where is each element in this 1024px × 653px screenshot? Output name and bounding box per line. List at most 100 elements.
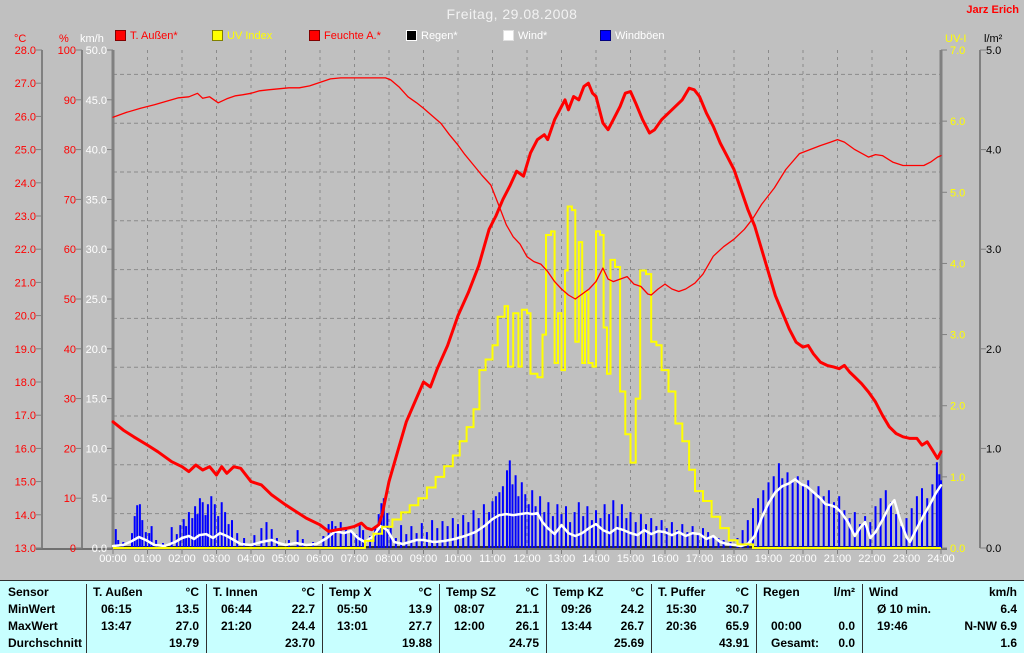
percent-tick-label: 20	[64, 443, 76, 455]
sensor-unit: °C	[735, 585, 749, 599]
table-cell-temp-kz-max: 13:44 26.7	[547, 618, 651, 635]
value-time: 12:00	[454, 619, 485, 633]
value-time: Ø 10 min.	[877, 602, 932, 616]
table-cell-temp-sz-max: 12:00 26.1	[440, 618, 546, 635]
sensor-name: Regen	[763, 585, 800, 599]
lm2-tick-label: 0.0	[986, 543, 1001, 555]
row-label-maxwert: MaxWert	[8, 619, 58, 633]
legend-item-1: UV Index	[213, 29, 310, 42]
x-axis-label: 19:00	[754, 553, 783, 565]
sensor-name: T. Außen	[93, 585, 143, 599]
table-cell-t-innen-max: 21:20 24.4	[207, 618, 322, 635]
uv-tick-label: 1.0	[950, 472, 965, 484]
legend-swatch-icon	[116, 31, 125, 40]
celsius-tick-label: 28.0	[15, 45, 36, 57]
celsius-tick-label: 23.0	[15, 211, 36, 223]
celsius-tick-label: 16.0	[15, 443, 36, 455]
x-axis-label: 09:00	[409, 553, 438, 565]
value-number: 1.6	[1000, 636, 1017, 650]
sensor-name: Temp X	[329, 585, 372, 599]
legend-swatch-icon	[407, 31, 416, 40]
x-axis-label: 00:00	[99, 553, 127, 565]
sensor-name: Temp KZ	[553, 585, 604, 599]
value-time: 00:00	[771, 619, 802, 633]
sensor-name: Temp SZ	[446, 585, 496, 599]
value-number: 26.7	[620, 619, 644, 633]
sensor-unit: °C	[185, 585, 199, 599]
value-number: 21.1	[515, 602, 539, 616]
kmh-tick-label: 15.0	[86, 394, 107, 406]
x-axis-label: 05:00	[271, 553, 300, 565]
value-number: 27.7	[408, 619, 432, 633]
table-cell-t-au-en-min: 06:15 13.5	[87, 601, 206, 618]
x-axis-label: 03:00	[202, 553, 231, 565]
table-cell-t-innen-min: 06:44 22.7	[207, 601, 322, 618]
humidity-series	[112, 77, 942, 300]
table-col-temp-sz: Temp SZ °C 08:07 21.1 12:00 26.1 24.75	[440, 584, 547, 653]
temperature-series	[111, 81, 943, 533]
table-cell-regen-min	[757, 601, 862, 618]
lm2-tick-label: 3.0	[986, 244, 1001, 256]
x-axis-label: 08:00	[375, 553, 403, 565]
value-time: 13:44	[561, 619, 592, 633]
value-time: 06:15	[101, 602, 132, 616]
wind-series	[111, 478, 943, 548]
percent-tick-label: 90	[64, 95, 76, 107]
legend-item-0: T. Außen*	[116, 29, 213, 42]
value-time: 15:30	[666, 602, 697, 616]
percent-tick-label: 60	[64, 244, 76, 256]
celsius-tick-label: 20.0	[15, 311, 36, 323]
celsius-tick-label: 19.0	[15, 344, 36, 356]
unit-label-kmh: km/h	[80, 33, 104, 45]
celsius-tick-label: 13.0	[15, 543, 36, 555]
value-time: 08:07	[454, 602, 485, 616]
value-number: 22.7	[291, 602, 315, 616]
table-cell-temp-kz-avg: 25.69	[547, 635, 651, 652]
lm2-tick-label: 2.0	[986, 344, 1001, 356]
table-col-t-puffer: T. Puffer °C 15:30 30.7 20:36 65.9 43.91	[652, 584, 757, 653]
unit-label-uv: UV-I	[945, 33, 967, 45]
percent-tick-label: 80	[64, 145, 76, 157]
table-cell-t-puffer-head: T. Puffer °C	[652, 584, 756, 601]
x-axis-label: 10:00	[444, 553, 472, 565]
table-col-regen: Regen l/m² 00:00 0.0 Gesamt: 0.0	[757, 584, 863, 653]
percent-tick-label: 100	[58, 45, 76, 57]
legend-label: UV Index	[227, 29, 273, 42]
table-cell-temp-x-max: 13:01 27.7	[323, 618, 439, 635]
x-axis-label: 16:00	[651, 553, 679, 565]
kmh-tick-label: 50.0	[86, 45, 107, 57]
x-axis-label: 20:00	[789, 553, 817, 565]
lm2-tick-label: 1.0	[986, 443, 1001, 455]
kmh-tick-label: 0.0	[92, 543, 107, 555]
celsius-tick-label: 22.0	[15, 244, 36, 256]
legend-swatch-icon	[504, 31, 513, 40]
value-number: 24.4	[291, 619, 315, 633]
percent-tick-label: 10	[64, 493, 76, 505]
uv-tick-label: 4.0	[950, 258, 965, 270]
sensor-unit: km/h	[988, 585, 1017, 599]
celsius-tick-label: 15.0	[15, 477, 36, 489]
table-cell-t-au-en-head: T. Außen °C	[87, 584, 206, 601]
table-cell-t-au-en-avg: 19.79	[87, 635, 206, 652]
celsius-tick-label: 27.0	[15, 78, 36, 90]
table-cell-regen-max: 00:00 0.0	[757, 618, 862, 635]
legend-item-4: Wind*	[504, 29, 601, 42]
chart-legend: T. Außen* UV Index Feuchte A.* Regen* Wind* W…	[116, 29, 698, 42]
unit-label-celsius: °C	[14, 33, 27, 45]
table-cell-temp-sz-avg: 24.75	[440, 635, 546, 652]
x-axis-label: 17:00	[685, 553, 714, 565]
legend-label: T. Außen*	[130, 29, 178, 42]
value-time: 19:46	[877, 619, 908, 633]
value-time: 05:50	[337, 602, 368, 616]
value-number: 43.91	[718, 636, 749, 650]
table-col-temp-x: Temp X °C 05:50 13.9 13:01 27.7 19.88	[323, 584, 440, 653]
percent-tick-label: 50	[64, 294, 76, 306]
table-cell-t-innen-head: T. Innen °C	[207, 584, 322, 601]
value-time: Gesamt:	[771, 636, 820, 650]
legend-label: Windböen	[615, 29, 665, 42]
kmh-tick-label: 45.0	[86, 95, 107, 107]
value-time: 21:20	[221, 619, 252, 633]
sensor-name: Wind	[869, 585, 899, 599]
x-axis-label: 07:00	[340, 553, 369, 565]
